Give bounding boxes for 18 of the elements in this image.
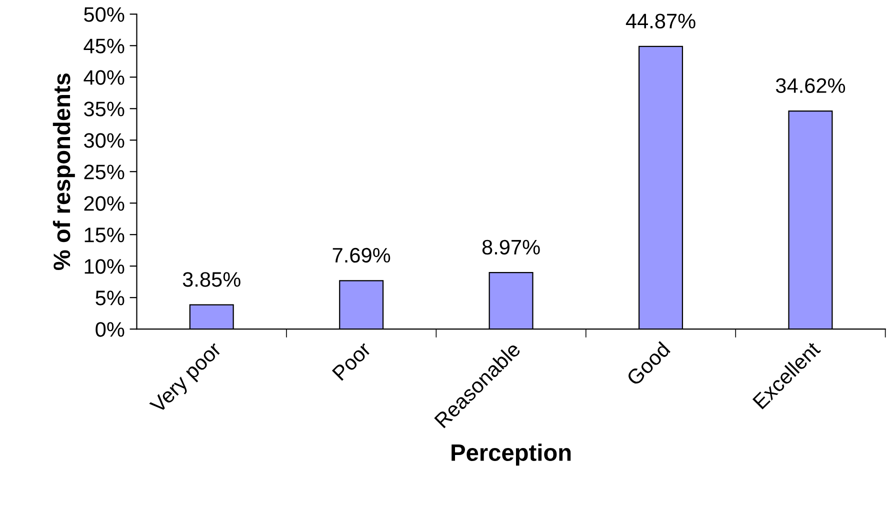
- y-tick-label: 45%: [84, 38, 124, 54]
- data-label: 3.85%: [182, 272, 240, 287]
- y-axis-title: % of respondents: [52, 74, 75, 270]
- y-tick-label: 25%: [84, 164, 124, 180]
- x-axis-title: Perception: [452, 444, 571, 466]
- y-tick-label: 50%: [84, 7, 124, 22]
- data-label: 34.62%: [776, 78, 846, 94]
- y-tick-label: 15%: [84, 228, 124, 242]
- y-tick-label: 10%: [84, 259, 124, 274]
- data-label: 8.97%: [482, 240, 540, 255]
- data-label: 7.69%: [332, 248, 390, 263]
- y-tick-label: 30%: [84, 133, 124, 148]
- y-tick-label: 20%: [84, 196, 124, 211]
- y-tick-label: 0%: [96, 322, 124, 337]
- y-tick-label: 5%: [96, 290, 124, 306]
- y-tick-label: 35%: [84, 102, 124, 116]
- data-label: 44.87%: [626, 14, 696, 28]
- y-tick-label: 40%: [84, 70, 124, 85]
